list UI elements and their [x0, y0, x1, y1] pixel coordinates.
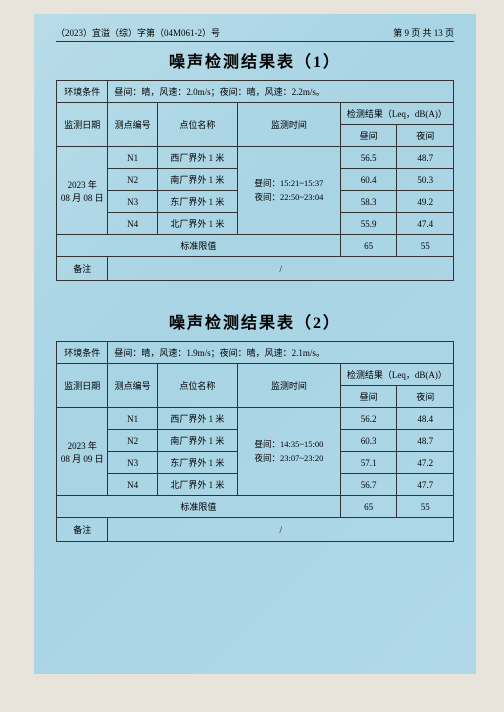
pname: 北厂界外 1 米: [157, 474, 237, 496]
limit-day: 65: [340, 496, 397, 518]
h-pid: 测点编号: [108, 364, 157, 408]
h-result: 检测结果（Leq，dB(A)）: [340, 103, 453, 125]
night-val: 47.4: [397, 213, 454, 235]
noise-table-2: 环境条件 昼间：晴，风速：1.9m/s；夜间：晴，风速：2.1m/s。 监测日期…: [56, 341, 454, 542]
noise-table-1: 环境条件 昼间：晴，风速：2.0m/s；夜间：晴，风速：2.2m/s。 监测日期…: [56, 80, 454, 281]
condition-row: 环境条件 昼间：晴，风速：1.9m/s；夜间：晴，风速：2.1m/s。: [57, 342, 454, 364]
h-time: 监测时间: [238, 364, 341, 408]
pname: 南厂界外 1 米: [157, 430, 237, 452]
h-date: 监测日期: [57, 364, 108, 408]
header-row-1: 监测日期 测点编号 点位名称 监测时间 检测结果（Leq，dB(A)）: [57, 364, 454, 386]
table1-title: 噪声检测结果表（1）: [56, 48, 454, 72]
h-time: 监测时间: [238, 103, 341, 147]
pid: N4: [108, 213, 157, 235]
limit-label: 标准限值: [57, 235, 341, 257]
limit-label: 标准限值: [57, 496, 341, 518]
pname: 东厂界外 1 米: [157, 452, 237, 474]
date-cell: 2023 年 08 月 09 日: [57, 408, 108, 496]
h-result: 检测结果（Leq，dB(A)）: [340, 364, 453, 386]
pid: N1: [108, 408, 157, 430]
pid: N2: [108, 169, 157, 191]
h-pid: 测点编号: [108, 103, 157, 147]
remark-value: /: [108, 257, 454, 281]
cond-value: 昼间：晴，风速：1.9m/s；夜间：晴，风速：2.1m/s。: [108, 342, 454, 364]
pname: 东厂界外 1 米: [157, 191, 237, 213]
night-val: 47.2: [397, 452, 454, 474]
night-val: 50.3: [397, 169, 454, 191]
day-val: 58.3: [340, 191, 397, 213]
limit-row: 标准限值 65 55: [57, 235, 454, 257]
cond-value: 昼间：晴，风速：2.0m/s；夜间：晴，风速：2.2m/s。: [108, 81, 454, 103]
page-number: 第 9 页 共 13 页: [393, 26, 454, 39]
pname: 西厂界外 1 米: [157, 147, 237, 169]
day-val: 56.7: [340, 474, 397, 496]
day-val: 55.9: [340, 213, 397, 235]
h-pname: 点位名称: [157, 103, 237, 147]
page-header: （2023）宜溢（综）字第（04M061-2）号 第 9 页 共 13 页: [56, 26, 454, 42]
pid: N2: [108, 430, 157, 452]
day-val: 60.3: [340, 430, 397, 452]
data-row: 2023 年 08 月 08 日 N1 西厂界外 1 米 昼间：15:21~15…: [57, 147, 454, 169]
cond-label: 环境条件: [57, 81, 108, 103]
spacer: [56, 289, 454, 305]
day-val: 56.2: [340, 408, 397, 430]
cond-label: 环境条件: [57, 342, 108, 364]
night-val: 48.7: [397, 430, 454, 452]
pid: N1: [108, 147, 157, 169]
header-row-1: 监测日期 测点编号 点位名称 监测时间 检测结果（Leq，dB(A)）: [57, 103, 454, 125]
remark-label: 备注: [57, 518, 108, 542]
remark-row: 备注 /: [57, 518, 454, 542]
table2-title: 噪声检测结果表（2）: [56, 309, 454, 333]
pid: N3: [108, 191, 157, 213]
night-val: 47.7: [397, 474, 454, 496]
data-row: 2023 年 08 月 09 日 N1 西厂界外 1 米 昼间：14:35~15…: [57, 408, 454, 430]
day-val: 56.5: [340, 147, 397, 169]
date-cell: 2023 年 08 月 08 日: [57, 147, 108, 235]
pid: N3: [108, 452, 157, 474]
condition-row: 环境条件 昼间：晴，风速：2.0m/s；夜间：晴，风速：2.2m/s。: [57, 81, 454, 103]
doc-number: （2023）宜溢（综）字第（04M061-2）号: [56, 26, 220, 39]
time-cell: 昼间：14:35~15:00 夜间：23:07~23:20: [238, 408, 341, 496]
h-date: 监测日期: [57, 103, 108, 147]
pname: 南厂界外 1 米: [157, 169, 237, 191]
night-val: 49.2: [397, 191, 454, 213]
h-night: 夜间: [397, 386, 454, 408]
pname: 北厂界外 1 米: [157, 213, 237, 235]
limit-night: 55: [397, 496, 454, 518]
document-page: （2023）宜溢（综）字第（04M061-2）号 第 9 页 共 13 页 噪声…: [34, 14, 476, 674]
day-val: 57.1: [340, 452, 397, 474]
h-pname: 点位名称: [157, 364, 237, 408]
remark-value: /: [108, 518, 454, 542]
h-day: 昼间: [340, 386, 397, 408]
limit-night: 55: [397, 235, 454, 257]
remark-row: 备注 /: [57, 257, 454, 281]
day-val: 60.4: [340, 169, 397, 191]
night-val: 48.4: [397, 408, 454, 430]
time-cell: 昼间：15:21~15:37 夜间：22:50~23:04: [238, 147, 341, 235]
limit-row: 标准限值 65 55: [57, 496, 454, 518]
remark-label: 备注: [57, 257, 108, 281]
night-val: 48.7: [397, 147, 454, 169]
limit-day: 65: [340, 235, 397, 257]
pname: 西厂界外 1 米: [157, 408, 237, 430]
h-day: 昼间: [340, 125, 397, 147]
pid: N4: [108, 474, 157, 496]
h-night: 夜间: [397, 125, 454, 147]
